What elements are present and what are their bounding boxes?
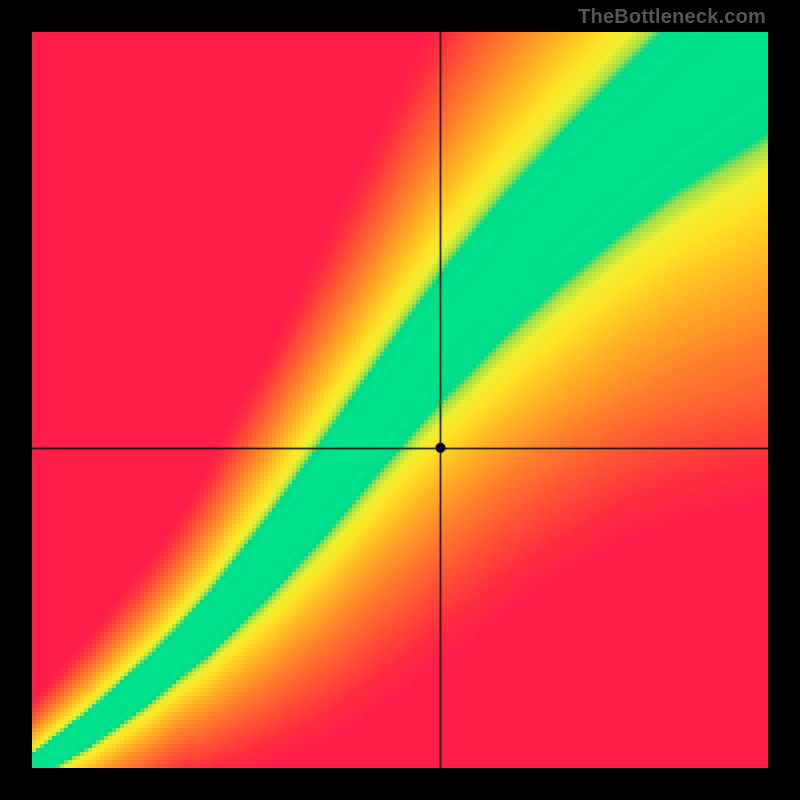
watermark-text: TheBottleneck.com bbox=[578, 6, 766, 29]
crosshair-overlay bbox=[32, 32, 768, 768]
figure-frame: TheBottleneck.com bbox=[0, 0, 800, 800]
